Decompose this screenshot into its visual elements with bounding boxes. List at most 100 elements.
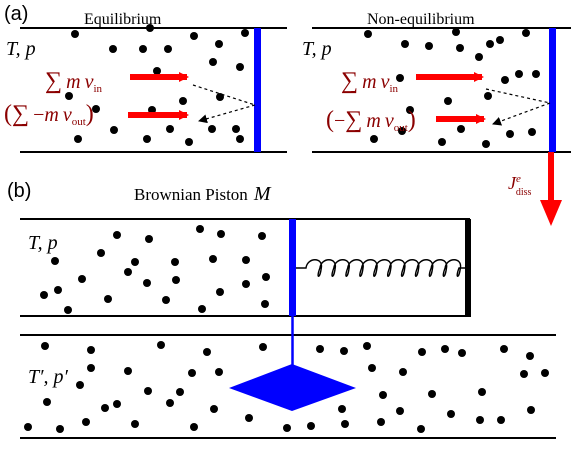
gas-particle — [245, 414, 253, 422]
equilibrium-piston — [254, 28, 261, 152]
gas-particle — [172, 276, 180, 284]
gas-particle — [113, 400, 121, 408]
gas-particle — [143, 135, 151, 143]
gas-particle — [236, 135, 244, 143]
gas-particle — [215, 368, 223, 376]
gas-particle — [51, 257, 59, 265]
gas-particle — [259, 343, 267, 351]
gas-particle — [456, 44, 464, 52]
gas-particle — [258, 232, 266, 240]
equilibrium-particles — [65, 24, 249, 146]
gas-particle — [441, 345, 449, 353]
equilibrium-in-v: v — [85, 71, 94, 93]
equilibrium-reflection-out-path — [198, 104, 256, 124]
gas-particle — [406, 106, 414, 114]
gas-particle — [179, 97, 187, 105]
gas-particle — [74, 135, 82, 143]
gas-particle — [428, 390, 436, 398]
gas-particle — [522, 29, 530, 37]
gas-particle — [341, 420, 349, 428]
gas-particle — [190, 32, 198, 40]
brownian-piston-mass-symbol: M — [253, 183, 272, 205]
upper-chamber-particles — [40, 225, 270, 314]
panel-a-label: (a) — [4, 3, 28, 25]
gas-particle — [65, 92, 73, 100]
gas-particle — [92, 105, 100, 113]
gas-particle — [124, 268, 132, 276]
gas-particle — [501, 76, 509, 84]
gas-particle — [396, 407, 404, 415]
gas-particle — [87, 346, 95, 354]
equilibrium-out-v: v — [63, 104, 72, 126]
upper-chamber-end-wall — [465, 219, 471, 317]
gas-particle — [54, 286, 62, 294]
gas-particle — [262, 273, 270, 281]
gas-particle — [452, 28, 460, 36]
gas-particle — [41, 342, 49, 350]
gas-particle — [76, 381, 84, 389]
gas-particle — [157, 341, 165, 349]
gas-particle — [418, 348, 426, 356]
equilibrium-reflection-in-path — [192, 84, 256, 106]
gas-particle — [241, 29, 249, 37]
brownian-piston-plate — [289, 219, 296, 316]
gas-particle — [528, 128, 536, 136]
gas-particle — [370, 135, 378, 143]
gas-particle — [198, 305, 206, 313]
gas-particle — [56, 425, 64, 433]
non-equilibrium-out-subscript: out — [394, 122, 408, 134]
gas-particle — [215, 40, 223, 48]
dissipation-flux-subscript: diss — [516, 187, 532, 198]
gas-particle — [520, 370, 528, 378]
gas-particle — [166, 125, 174, 133]
brownian-piston-title-text: Brownian Piston — [134, 185, 248, 204]
gas-particle — [447, 410, 455, 418]
gas-particle — [143, 279, 151, 287]
non-equilibrium-incoming-momentum: ∑ m vin — [341, 68, 399, 95]
lower-chamber-state-label: T′, p′ — [28, 366, 68, 388]
non-equilibrium-out-sum-symbol: ∑ — [345, 107, 362, 133]
gas-particle — [261, 300, 269, 308]
gas-particle — [146, 24, 154, 32]
equilibrium-panel: Equilibrium T, p ∑ m vin (∑ −m vout) — [4, 11, 287, 153]
gas-particle — [188, 369, 196, 377]
gas-particle — [363, 342, 371, 350]
gas-particle — [78, 275, 86, 283]
equilibrium-in-subscript: in — [93, 83, 102, 95]
gas-particle — [242, 256, 250, 264]
gas-particle — [209, 255, 217, 263]
brownian-piston-title: Brownian Piston M — [134, 183, 272, 205]
gas-particle — [484, 92, 492, 100]
equilibrium-in-sum-symbol: ∑ — [45, 68, 62, 94]
gas-particle — [131, 420, 139, 428]
gas-particle — [153, 67, 161, 75]
gas-particle — [40, 291, 48, 299]
gas-particle — [64, 306, 72, 314]
non-equilibrium-panel: Non-equilibrium T, p ∑ m vin (−∑ m vout) Je d… — [302, 11, 571, 226]
gas-particle — [232, 125, 240, 133]
gas-particle — [458, 349, 466, 357]
gas-particle — [217, 230, 225, 238]
non-equilibrium-out-close-paren: ) — [408, 107, 416, 133]
non-equilibrium-in-v: v — [381, 71, 390, 93]
gas-particle — [97, 249, 105, 257]
gas-particle — [500, 345, 508, 353]
equilibrium-out-open-paren: ( — [4, 101, 12, 127]
gas-particle — [526, 352, 534, 360]
gas-particle — [196, 225, 204, 233]
gas-particle — [417, 425, 425, 433]
equilibrium-outgoing-momentum: (∑ −m vout) — [4, 101, 94, 128]
gas-particle — [444, 97, 452, 105]
non-equilibrium-out-open-paren: ( — [326, 107, 334, 133]
gas-particle — [541, 369, 549, 377]
gas-particle — [162, 296, 170, 304]
gas-particle — [401, 40, 409, 48]
equilibrium-in-m: m — [66, 71, 80, 93]
gas-particle — [364, 30, 372, 38]
dissipation-flux-superscript: e — [516, 173, 521, 185]
spring — [296, 259, 465, 277]
non-equilibrium-title: Non-equilibrium — [367, 11, 475, 28]
gas-particle — [515, 70, 523, 78]
equilibrium-out-close-paren: ) — [86, 101, 94, 127]
